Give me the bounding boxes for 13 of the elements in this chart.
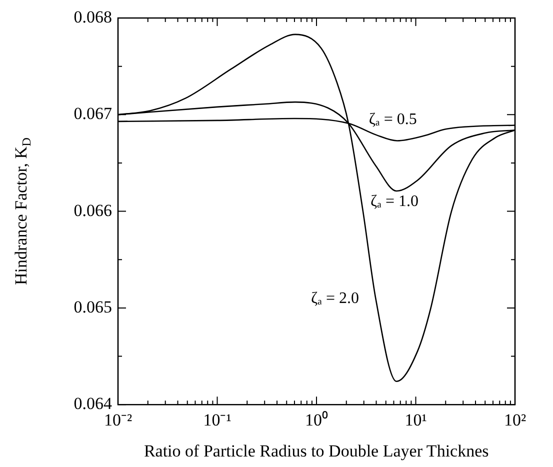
x-tick-label: 10⁻¹ [203, 410, 232, 430]
y-tick-label: 0.066 [74, 200, 112, 220]
y-axis-title: Hindrance Factor, KD [11, 137, 34, 286]
x-tick-label: 10¹ [404, 410, 427, 430]
x-tick-label: 10⁰ [305, 410, 328, 430]
y-tick-label: 0.065 [74, 297, 112, 316]
y-tick-label: 0.068 [74, 7, 112, 26]
series-label: ζₐ = 1.0 [370, 192, 419, 210]
x-axis-title: Ratio of Particle Radius to Double Layer Thicknes [144, 441, 489, 460]
y-tick-label: 0.067 [74, 104, 112, 124]
x-tick-label: 10² [504, 410, 526, 430]
series-label: ζₐ = 0.5 [368, 110, 417, 128]
series-label: ζₐ = 2.0 [310, 290, 359, 307]
